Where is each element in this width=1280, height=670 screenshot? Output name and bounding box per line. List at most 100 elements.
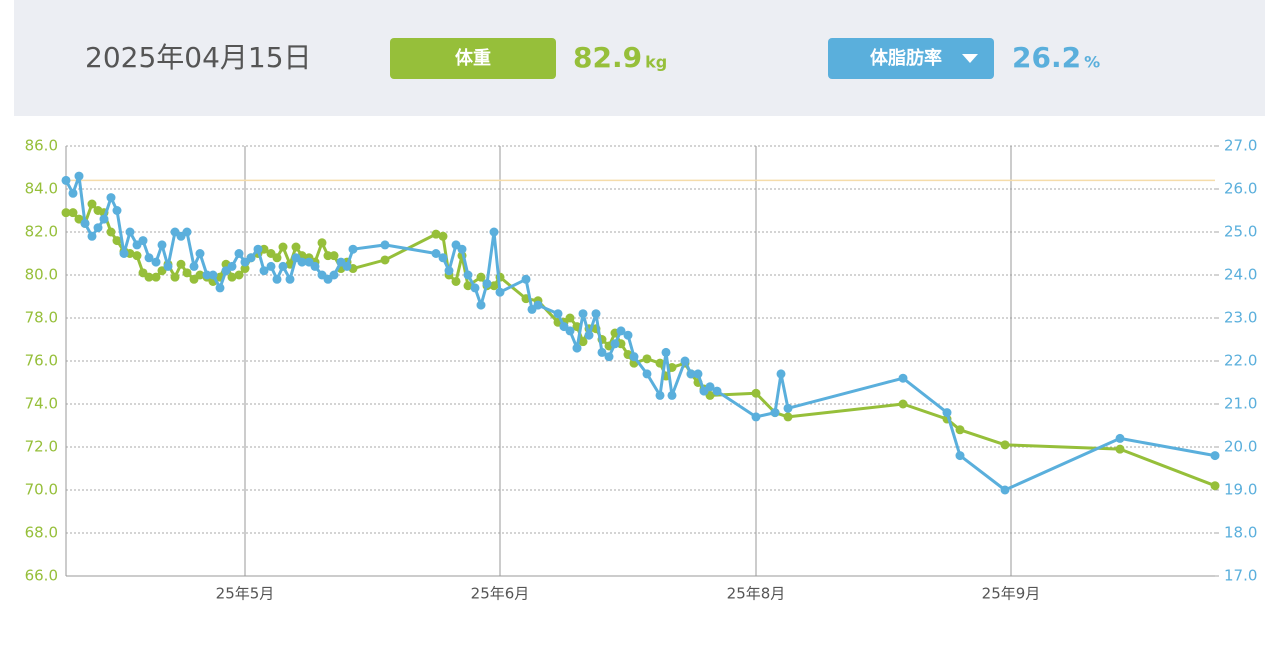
y-tick-label: 84.0	[25, 180, 58, 198]
data-point	[1000, 485, 1010, 495]
data-point	[227, 261, 237, 271]
data-point	[642, 354, 652, 364]
weight-value: 82.9	[573, 41, 642, 74]
data-point	[170, 272, 180, 282]
data-point	[119, 249, 129, 258]
data-point	[776, 369, 786, 379]
y2-tick-label: 21.0	[1224, 395, 1257, 413]
data-point	[182, 268, 192, 278]
data-point	[667, 390, 677, 400]
series-line	[64, 174, 1216, 492]
dropdown-arrow[interactable]	[962, 54, 978, 63]
data-point	[80, 218, 90, 228]
data-point	[240, 264, 250, 274]
data-point	[438, 253, 448, 263]
data-point	[489, 227, 499, 237]
data-point	[151, 272, 161, 282]
x-tick-label: 25年5月	[216, 585, 275, 603]
y2-tick-label: 20.0	[1224, 438, 1257, 456]
data-point	[266, 261, 276, 271]
data-point	[783, 412, 793, 422]
data-point	[770, 408, 780, 418]
data-point	[431, 249, 441, 258]
x-tick-label: 25年6月	[471, 585, 530, 603]
body-fat-button-label[interactable]: 体脂肪率	[870, 47, 942, 69]
data-point	[291, 242, 301, 252]
data-point	[106, 193, 116, 203]
data-point	[278, 261, 288, 271]
data-point	[68, 208, 78, 218]
data-point	[495, 287, 505, 297]
data-point	[112, 236, 122, 246]
body-fat-button[interactable]	[828, 38, 994, 79]
y-tick-label: 80.0	[25, 266, 58, 284]
y-tick-label: 74.0	[25, 395, 58, 413]
data-point	[693, 369, 703, 379]
y-tick-label: 76.0	[25, 352, 58, 370]
data-point	[712, 386, 722, 396]
data-point	[470, 283, 480, 293]
data-point	[380, 255, 390, 265]
data-point	[686, 369, 696, 379]
data-point	[253, 244, 263, 254]
data-point	[144, 272, 154, 282]
data-point	[157, 240, 167, 250]
data-point	[457, 244, 467, 254]
data-point	[610, 339, 620, 349]
data-point	[431, 229, 441, 239]
y-tick-label: 72.0	[25, 438, 58, 456]
data-point	[144, 253, 154, 263]
weight-unit: kg	[645, 53, 667, 72]
data-point	[317, 238, 327, 248]
data-point	[132, 251, 142, 261]
data-point	[234, 270, 244, 280]
data-point	[61, 175, 71, 185]
header-bar	[14, 0, 1265, 116]
data-point	[151, 257, 161, 267]
data-point	[329, 251, 339, 261]
data-point	[565, 326, 575, 336]
data-point	[297, 257, 307, 267]
data-point	[87, 199, 97, 209]
data-point	[310, 261, 320, 271]
data-point	[463, 270, 473, 280]
y-tick-label: 82.0	[25, 223, 58, 241]
data-point	[208, 270, 218, 280]
data-point	[533, 300, 543, 310]
y2-tick-label: 23.0	[1224, 309, 1257, 327]
data-point	[163, 261, 173, 271]
date: 2025年04月15日	[85, 41, 312, 74]
y-tick-label: 70.0	[25, 481, 58, 499]
data-point	[278, 242, 288, 252]
data-point	[898, 399, 908, 409]
data-point	[215, 283, 225, 293]
data-point	[272, 253, 282, 263]
data-point	[616, 326, 626, 336]
data-point	[565, 313, 575, 323]
data-point	[476, 300, 486, 310]
data-point	[661, 347, 671, 357]
y-tick-label: 86.0	[25, 137, 58, 155]
data-point	[285, 274, 295, 284]
data-point	[521, 274, 531, 284]
y2-tick-label: 27.0	[1224, 137, 1257, 155]
weight-button[interactable]	[390, 38, 556, 79]
data-point	[629, 352, 639, 362]
data-point	[329, 270, 339, 280]
data-point	[463, 281, 473, 291]
data-point	[783, 403, 793, 413]
body-fat-unit: %	[1084, 53, 1100, 72]
data-point	[942, 408, 952, 418]
data-point	[93, 223, 103, 233]
weight-button-label[interactable]: 体重	[455, 47, 491, 69]
data-point	[482, 279, 492, 289]
data-point	[955, 451, 965, 461]
body-fat-value: 26.2	[1012, 41, 1081, 74]
y-tick-label: 68.0	[25, 524, 58, 542]
data-point	[655, 358, 665, 368]
data-point	[125, 227, 135, 237]
data-point	[623, 330, 633, 340]
data-point	[138, 236, 148, 246]
data-point	[1210, 451, 1220, 461]
